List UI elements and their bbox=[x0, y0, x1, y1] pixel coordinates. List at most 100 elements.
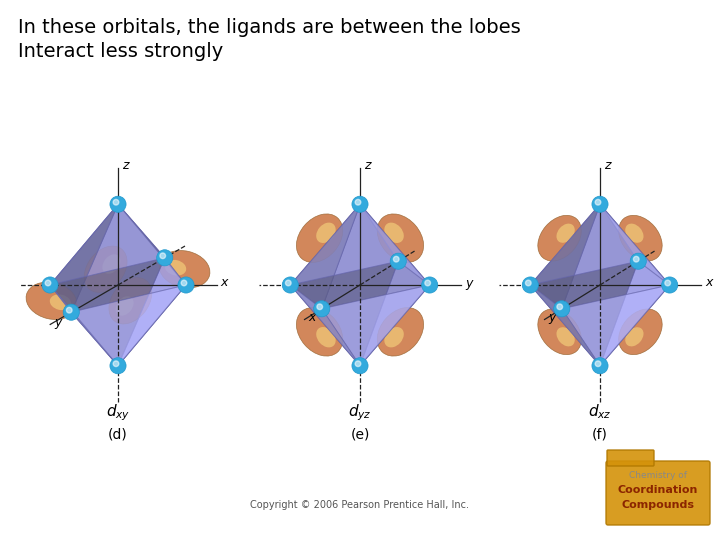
Text: z: z bbox=[604, 159, 611, 172]
Circle shape bbox=[425, 280, 431, 286]
Polygon shape bbox=[290, 204, 360, 309]
Circle shape bbox=[42, 277, 58, 293]
Ellipse shape bbox=[165, 260, 186, 275]
Ellipse shape bbox=[377, 308, 423, 356]
Circle shape bbox=[662, 277, 678, 293]
Circle shape bbox=[63, 304, 79, 320]
Polygon shape bbox=[562, 204, 670, 309]
Ellipse shape bbox=[557, 327, 575, 346]
Polygon shape bbox=[562, 285, 670, 366]
Circle shape bbox=[45, 280, 51, 286]
Circle shape bbox=[352, 196, 368, 212]
Text: $d_{xz}$: $d_{xz}$ bbox=[588, 402, 612, 421]
Ellipse shape bbox=[297, 214, 343, 262]
Ellipse shape bbox=[538, 215, 581, 261]
Ellipse shape bbox=[316, 327, 336, 347]
Polygon shape bbox=[290, 204, 360, 309]
Polygon shape bbox=[322, 204, 430, 309]
Polygon shape bbox=[360, 261, 430, 366]
Text: In these orbitals, the ligands are between the lobes: In these orbitals, the ligands are betwe… bbox=[18, 18, 521, 37]
Text: Coordination: Coordination bbox=[618, 485, 698, 495]
Circle shape bbox=[282, 277, 298, 293]
Circle shape bbox=[557, 304, 562, 309]
Polygon shape bbox=[50, 258, 165, 366]
Text: $d_{yz}$: $d_{yz}$ bbox=[348, 402, 372, 423]
Circle shape bbox=[592, 196, 608, 212]
Circle shape bbox=[526, 280, 531, 286]
Circle shape bbox=[355, 361, 361, 367]
Ellipse shape bbox=[26, 282, 77, 320]
Polygon shape bbox=[531, 285, 600, 366]
Ellipse shape bbox=[84, 246, 127, 292]
Ellipse shape bbox=[618, 309, 662, 355]
Ellipse shape bbox=[377, 214, 423, 262]
Text: y: y bbox=[54, 316, 62, 329]
Ellipse shape bbox=[618, 215, 662, 261]
Polygon shape bbox=[50, 204, 118, 312]
Circle shape bbox=[181, 280, 186, 286]
Polygon shape bbox=[290, 204, 398, 285]
Text: Compounds: Compounds bbox=[621, 500, 695, 510]
Circle shape bbox=[522, 277, 539, 293]
Text: x: x bbox=[309, 311, 316, 324]
Text: y: y bbox=[465, 276, 472, 289]
Circle shape bbox=[113, 361, 119, 367]
Text: (f): (f) bbox=[592, 428, 608, 442]
Circle shape bbox=[160, 253, 166, 259]
Text: $d_{xy}$: $d_{xy}$ bbox=[106, 402, 130, 423]
Polygon shape bbox=[531, 204, 638, 285]
Circle shape bbox=[66, 307, 72, 313]
Ellipse shape bbox=[116, 296, 134, 316]
Circle shape bbox=[422, 277, 438, 293]
Polygon shape bbox=[50, 258, 165, 366]
Polygon shape bbox=[600, 261, 670, 366]
Polygon shape bbox=[290, 285, 360, 366]
Polygon shape bbox=[531, 261, 638, 366]
Polygon shape bbox=[562, 285, 670, 366]
Polygon shape bbox=[290, 261, 398, 366]
Polygon shape bbox=[71, 285, 186, 366]
Text: y: y bbox=[549, 311, 556, 324]
Polygon shape bbox=[531, 204, 600, 309]
Circle shape bbox=[285, 280, 291, 286]
Text: Copyright © 2006 Pearson Prentice Hall, Inc.: Copyright © 2006 Pearson Prentice Hall, … bbox=[251, 500, 469, 510]
Circle shape bbox=[595, 361, 600, 367]
Polygon shape bbox=[322, 204, 430, 309]
Circle shape bbox=[157, 249, 173, 266]
Text: (e): (e) bbox=[351, 428, 369, 442]
Circle shape bbox=[665, 280, 670, 286]
Polygon shape bbox=[600, 204, 670, 285]
Text: x: x bbox=[220, 276, 228, 289]
Polygon shape bbox=[50, 204, 118, 312]
Circle shape bbox=[314, 301, 330, 317]
Polygon shape bbox=[290, 261, 398, 366]
Circle shape bbox=[630, 253, 647, 269]
Circle shape bbox=[592, 357, 608, 374]
Polygon shape bbox=[71, 204, 186, 312]
Circle shape bbox=[113, 199, 119, 205]
Polygon shape bbox=[360, 204, 430, 285]
Ellipse shape bbox=[159, 251, 210, 288]
Circle shape bbox=[393, 256, 399, 262]
Ellipse shape bbox=[625, 327, 644, 346]
Circle shape bbox=[352, 357, 368, 374]
Polygon shape bbox=[531, 261, 638, 366]
Ellipse shape bbox=[102, 254, 120, 274]
Polygon shape bbox=[322, 285, 430, 366]
Polygon shape bbox=[562, 204, 670, 309]
Text: z: z bbox=[122, 159, 128, 172]
Text: z: z bbox=[364, 159, 371, 172]
Circle shape bbox=[595, 199, 600, 205]
Polygon shape bbox=[118, 258, 186, 366]
Circle shape bbox=[634, 256, 639, 262]
Text: Interact less strongly: Interact less strongly bbox=[18, 42, 223, 61]
Circle shape bbox=[390, 253, 406, 269]
Polygon shape bbox=[118, 258, 186, 366]
Ellipse shape bbox=[557, 224, 575, 243]
Polygon shape bbox=[118, 204, 186, 285]
Text: (d): (d) bbox=[108, 428, 128, 442]
Polygon shape bbox=[118, 204, 186, 285]
Ellipse shape bbox=[316, 222, 336, 243]
Polygon shape bbox=[50, 285, 118, 366]
Polygon shape bbox=[71, 204, 186, 312]
